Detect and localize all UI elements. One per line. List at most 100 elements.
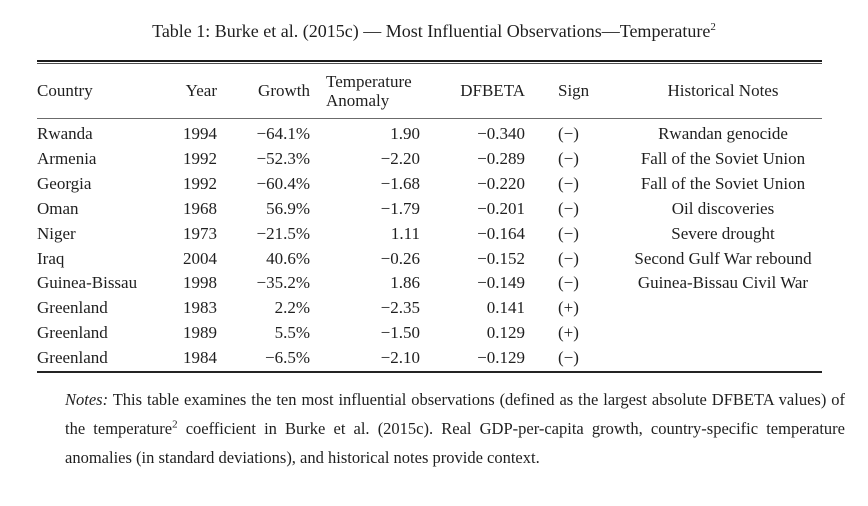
cell-dfbeta: −0.340 [477, 124, 525, 143]
table-row: Guinea-Bissau 1998 −35.2% 1.86 −0.149 (−) Guin… [37, 271, 822, 296]
table-header: Country Year Growth Temperature Anomaly … [37, 64, 822, 119]
cell-dfbeta: −0.220 [477, 173, 525, 193]
header-cell-dfbeta: DFBETA [440, 64, 528, 119]
table-row: Georgia 1992 −60.4% −1.68 −0.220 (−) Fall of t… [37, 172, 822, 197]
cell-note: Rwandan genocide [658, 124, 788, 143]
cell-anomaly: −2.20 [380, 148, 420, 168]
cell-dfbeta: −0.201 [477, 198, 525, 218]
header-cell-year: Year [152, 64, 217, 119]
table-container: Country Year Growth Temperature Anomaly … [37, 60, 822, 374]
cell-sign: (−) [558, 248, 579, 268]
cell-country: Greenland [37, 298, 108, 318]
cell-year: 1989 [183, 323, 217, 343]
cell-sign: (−) [558, 124, 579, 143]
page: { "page": { "background": "#ffffff", "te… [0, 20, 868, 506]
cell-anomaly: 1.86 [390, 273, 420, 293]
cell-sign: (+) [558, 298, 579, 318]
cell-anomaly: 1.11 [390, 223, 420, 243]
cell-country: Greenland [37, 323, 108, 343]
cell-year: 1992 [183, 173, 217, 193]
cell-growth: 40.6% [266, 248, 310, 268]
table-row: Greenland 1984 −6.5% −2.10 −0.129 (−) [37, 346, 822, 371]
cell-sign: (−) [558, 223, 579, 243]
cell-anomaly: −2.10 [380, 348, 420, 368]
cell-anomaly: −1.79 [380, 198, 420, 218]
cell-country: Rwanda [37, 124, 93, 143]
cell-year: 1992 [183, 148, 217, 168]
header-cell-sign: Sign [528, 64, 604, 119]
notes-superscript: 2 [172, 418, 178, 431]
notes-text-1: This table examines the ten most influen… [65, 390, 845, 438]
influential-observations-table: Country Year Growth Temperature Anomaly … [37, 64, 822, 371]
cell-note: Fall of the Soviet Union [640, 173, 806, 193]
table-body: Rwanda 1994 −64.1% 1.90 −0.340 (−) Rwandan gen… [37, 119, 822, 372]
cell-year: 2004 [183, 248, 217, 268]
header-cell-country: Country [37, 64, 152, 119]
cell-anomaly: −1.50 [380, 323, 420, 343]
cell-anomaly: −1.68 [380, 173, 420, 193]
cell-anomaly: 1.90 [390, 124, 420, 143]
table-row: Iraq 2004 40.6% −0.26 −0.152 (−) Second Gulf W… [37, 247, 822, 272]
table-row: Greenland 1989 5.5% −1.50 0.129 (+) [37, 321, 822, 346]
cell-dfbeta: −0.152 [477, 248, 525, 268]
cell-growth: −64.1% [256, 124, 311, 143]
cell-note: Second Gulf War rebound [634, 248, 812, 268]
cell-country: Oman [37, 198, 79, 218]
cell-growth: −52.3% [256, 148, 311, 168]
cell-year: 1973 [183, 223, 217, 243]
cell-anomaly: −0.26 [380, 248, 420, 268]
cell-growth: −60.4% [256, 173, 311, 193]
cell-anomaly: −2.35 [380, 298, 420, 318]
cell-dfbeta: 0.129 [486, 323, 525, 343]
cell-country: Guinea-Bissau [37, 273, 138, 293]
cell-growth: 5.5% [274, 323, 310, 343]
bottom-rule [37, 371, 822, 374]
cell-growth: 56.9% [266, 198, 310, 218]
cell-note [604, 321, 822, 346]
cell-growth: 2.2% [274, 298, 310, 318]
header-cell-temperature-anomaly: Temperature Anomaly [310, 64, 440, 119]
cell-note: Fall of the Soviet Union [640, 148, 806, 168]
table-notes: Notes: This table examines the ten most … [65, 386, 845, 472]
cell-country: Armenia [37, 148, 97, 168]
header-cell-growth: Growth [217, 64, 310, 119]
cell-country: Georgia [37, 173, 92, 193]
cell-growth: −21.5% [256, 223, 311, 243]
table-row: Rwanda 1994 −64.1% 1.90 −0.340 (−) Rwandan gen… [37, 119, 822, 147]
cell-note: Guinea-Bissau Civil War [637, 273, 809, 293]
cell-country: Iraq [37, 248, 65, 268]
cell-sign: (+) [558, 323, 579, 343]
cell-year: 1994 [183, 124, 217, 143]
table-caption-superscript: 2 [710, 21, 716, 33]
notes-text-2: coefficient in Burke et al. (2015c). Rea… [65, 418, 845, 467]
table-row: Armenia 1992 −52.3% −2.20 −0.289 (−) Fall of t… [37, 147, 822, 172]
cell-note: Oil discoveries [671, 198, 775, 218]
header-cell-historical-notes: Historical Notes [604, 64, 822, 119]
table-row: Greenland 1983 2.2% −2.35 0.141 (+) [37, 296, 822, 321]
top-rule [37, 60, 822, 64]
cell-dfbeta: −0.164 [477, 223, 525, 243]
cell-year: 1968 [183, 198, 217, 218]
notes-label: Notes: [65, 390, 109, 410]
header-row: Country Year Growth Temperature Anomaly … [37, 64, 822, 119]
cell-year: 1983 [183, 298, 217, 318]
cell-year: 1984 [183, 348, 217, 368]
cell-sign: (−) [558, 148, 579, 168]
cell-dfbeta: −0.289 [477, 148, 525, 168]
cell-country: Greenland [37, 348, 108, 368]
cell-note [604, 346, 822, 371]
table-row: Oman 1968 56.9% −1.79 −0.201 (−) Oil discoveri… [37, 197, 822, 222]
table-caption-text: Table 1: Burke et al. (2015c) — Most Inf… [152, 21, 711, 41]
cell-dfbeta: −0.149 [477, 273, 525, 293]
cell-sign: (−) [558, 273, 579, 293]
cell-note: Severe drought [671, 223, 775, 243]
cell-growth: −6.5% [265, 348, 310, 368]
cell-dfbeta: 0.141 [486, 298, 525, 318]
cell-sign: (−) [558, 348, 579, 368]
cell-sign: (−) [558, 198, 579, 218]
cell-dfbeta: −0.129 [477, 348, 525, 368]
cell-country: Niger [37, 223, 76, 243]
table-row: Niger 1973 −21.5% 1.11 −0.164 (−) Severe droug… [37, 222, 822, 247]
cell-note [604, 296, 822, 321]
cell-sign: (−) [558, 173, 579, 193]
